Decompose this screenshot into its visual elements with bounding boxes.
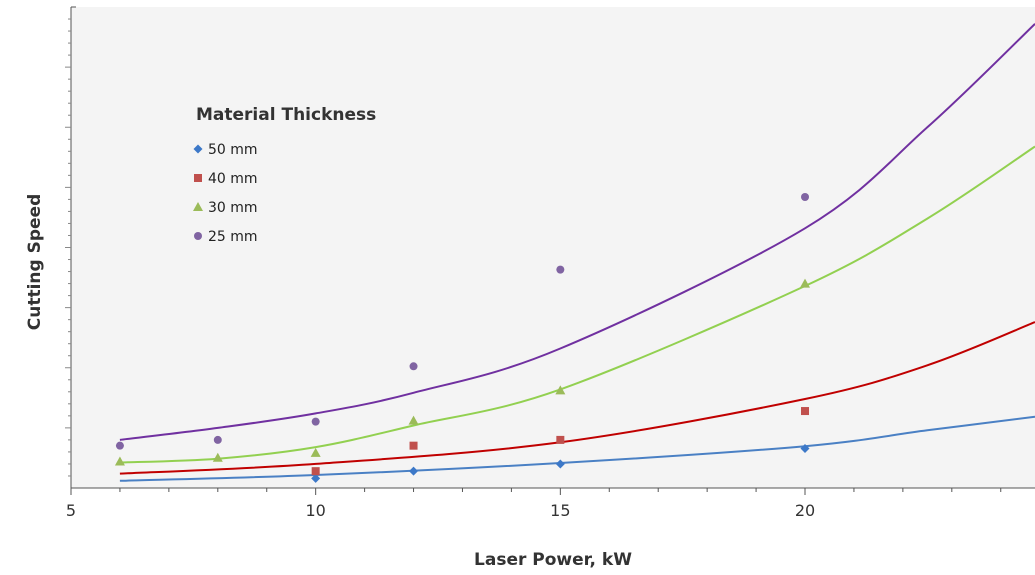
trendline-25-mm <box>119 23 1035 441</box>
trendline-50-mm <box>119 415 1035 482</box>
legend-marker-25-mm <box>194 232 202 240</box>
data-point-30-mm <box>114 456 125 466</box>
legend-label: 25 mm <box>208 229 258 245</box>
trendline-30-mm <box>119 145 1035 464</box>
y-axis-title: Cutting Speed <box>25 194 45 331</box>
legend: Material Thickness 50 mm 40 mm 30 mm 25 mm <box>193 105 376 245</box>
data-point-25-mm <box>409 362 418 371</box>
data-point-25-mm <box>213 435 222 444</box>
data-point-50-mm <box>555 459 565 469</box>
legend-label: 30 mm <box>208 200 258 216</box>
legend-label: 50 mm <box>208 142 258 158</box>
legend-label: 40 mm <box>208 171 258 187</box>
data-point-30-mm <box>408 415 419 425</box>
data-point-30-mm <box>310 447 321 457</box>
data-point-25-mm <box>115 441 124 450</box>
x-tick-label: 15 <box>550 501 570 520</box>
data-point-40-mm <box>801 407 810 416</box>
data-point-30-mm <box>800 278 811 288</box>
data-point-30-mm <box>212 452 223 462</box>
x-tick-label: 5 <box>66 501 76 520</box>
data-point-50-mm <box>311 473 321 483</box>
legend-title: Material Thickness <box>196 105 376 125</box>
legend-marker-40-mm <box>194 174 202 182</box>
data-point-40-mm <box>409 441 418 450</box>
x-axis-title: Laser Power, kW <box>474 550 632 570</box>
data-point-25-mm <box>556 265 565 274</box>
legend-marker-50-mm <box>193 144 203 154</box>
data-point-50-mm <box>800 444 810 454</box>
trendline-40-mm <box>119 321 1035 475</box>
data-point-40-mm <box>311 467 320 476</box>
data-point-50-mm <box>409 466 419 476</box>
data-point-25-mm <box>311 417 320 426</box>
x-tick-label: 10 <box>305 501 325 520</box>
data-point-30-mm <box>555 385 566 395</box>
legend-marker-30-mm <box>193 202 203 211</box>
x-tick-label: 20 <box>795 501 815 520</box>
data-point-40-mm <box>556 435 565 444</box>
data-point-25-mm <box>801 192 810 201</box>
plot-area <box>71 7 1035 488</box>
